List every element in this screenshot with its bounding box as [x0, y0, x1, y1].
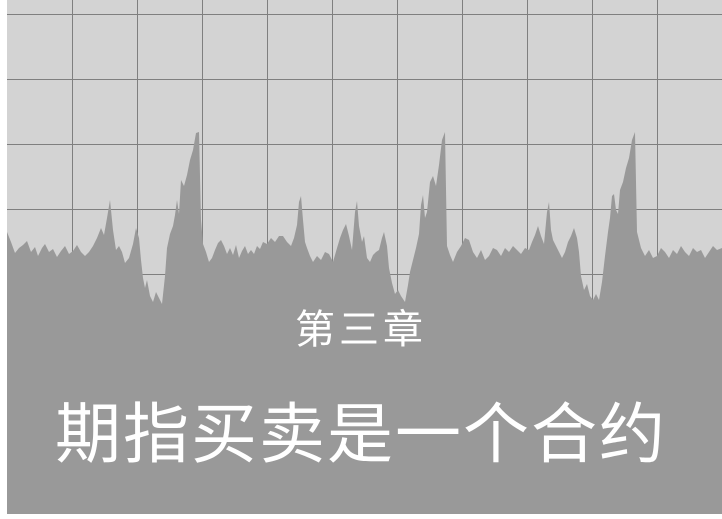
chapter-title: 期指买卖是一个合约	[55, 396, 667, 473]
price-area	[7, 132, 722, 514]
decorative-price-chart	[7, 0, 722, 514]
chapter-number-label: 第三章	[295, 307, 427, 353]
chart-grid	[7, 0, 722, 300]
chart-svg	[7, 0, 722, 514]
